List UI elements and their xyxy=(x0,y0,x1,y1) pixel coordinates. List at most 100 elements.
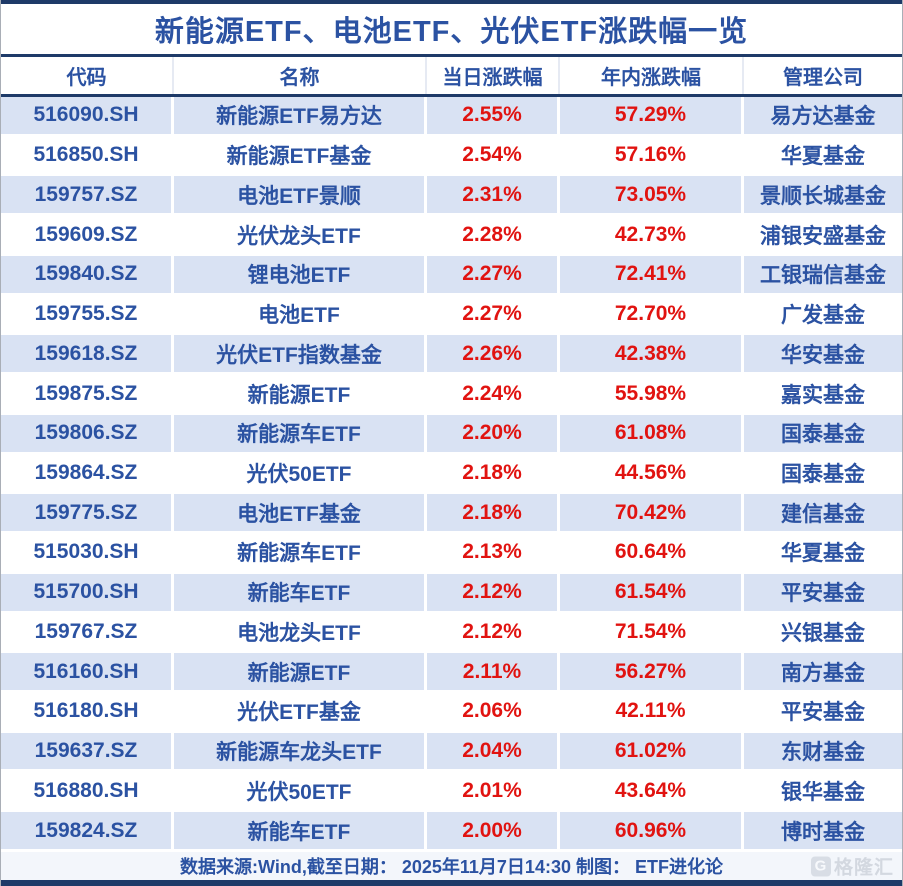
cell-ytd: 60.64% xyxy=(560,534,744,571)
cell-ytd: 61.02% xyxy=(560,732,744,770)
cell-daily: 2.01% xyxy=(427,772,560,810)
gelonghui-watermark-text: 格隆汇 xyxy=(833,857,894,879)
cell-company: 华夏基金 xyxy=(781,542,865,566)
cell-ytd: 61.08% xyxy=(560,414,744,452)
cell-ytd: 72.41% xyxy=(560,255,744,293)
title-band: 新能源ETF、电池ETF、光伏ETF涨跌幅一览 xyxy=(1,4,902,57)
cell-daily: 2.28% xyxy=(427,216,560,253)
table-row: 516850.SH 新能源ETF基金 2.54% 57.16% 华夏基金 xyxy=(1,136,902,177)
cell-code: 159824.SZ xyxy=(1,812,174,849)
cell-company: 平安基金 xyxy=(781,701,865,725)
cell-company: 易方达基金 xyxy=(770,105,876,129)
cell-code: 159609.SZ xyxy=(1,216,174,253)
table-row: 159875.SZ 新能源ETF 2.24% 55.98% 嘉实基金 xyxy=(1,375,902,415)
cell-code: 159840.SZ xyxy=(1,255,174,293)
cell-daily: 2.12% xyxy=(427,613,560,651)
cell-code: 159637.SZ xyxy=(1,732,174,770)
page-title: 新能源ETF、电池ETF、光伏ETF涨跌幅一览 xyxy=(154,16,749,48)
cell-name: 新能源车龙头ETF xyxy=(174,732,427,770)
cell-name: 光伏ETF指数基金 xyxy=(174,335,427,373)
footer-band: 数据来源:Wind,截至日期： 2025年11月7日14:30 制图： ETF进… xyxy=(1,852,902,880)
cell-daily: 2.06% xyxy=(427,693,560,730)
cell-name: 新能车ETF xyxy=(174,573,427,611)
cell-ytd: 57.16% xyxy=(560,136,744,174)
header-name: 名称 xyxy=(174,57,427,94)
cell-name: 新能源ETF基金 xyxy=(174,136,427,174)
cell-name: 光伏50ETF xyxy=(174,772,427,810)
cell-ytd: 71.54% xyxy=(560,613,744,651)
bottom-border-bar xyxy=(1,880,902,886)
cell-code: 159767.SZ xyxy=(1,613,174,651)
header-company: 管理公司 xyxy=(783,67,863,89)
table-row: 516090.SH 新能源ETF易方达 2.55% 57.29% 易方达基金 xyxy=(1,97,902,137)
cell-code: 159806.SZ xyxy=(1,414,174,452)
cell-daily: 2.24% xyxy=(427,375,560,412)
cell-code: 515700.SH xyxy=(1,573,174,611)
cell-company: 南方基金 xyxy=(781,661,865,685)
cell-name: 电池ETF xyxy=(174,295,427,333)
cell-daily: 2.26% xyxy=(427,335,560,373)
cell-daily: 2.27% xyxy=(427,255,560,293)
cell-name: 电池ETF景顺 xyxy=(174,176,427,214)
cell-ytd: 73.05% xyxy=(560,176,744,214)
cell-code: 515030.SH xyxy=(1,534,174,571)
gelonghui-watermark: G 格隆汇 xyxy=(810,853,894,880)
cell-daily: 2.54% xyxy=(427,136,560,174)
cell-code: 159618.SZ xyxy=(1,335,174,373)
table-row: 159637.SZ 新能源车龙头ETF 2.04% 61.02% 东财基金 xyxy=(1,732,902,773)
cell-code: 159864.SZ xyxy=(1,454,174,492)
cell-company: 景顺长城基金 xyxy=(760,184,886,208)
cell-company: 浦银安盛基金 xyxy=(760,224,886,248)
cell-ytd: 56.27% xyxy=(560,653,744,691)
cell-code: 159757.SZ xyxy=(1,176,174,214)
table-row: 159824.SZ 新能车ETF 2.00% 60.96% 博时基金 xyxy=(1,812,902,852)
cell-daily: 2.27% xyxy=(427,295,560,333)
cell-name: 新能源ETF xyxy=(174,653,427,691)
cell-code: 516160.SH xyxy=(1,653,174,691)
table-row: 159840.SZ 锂电池ETF 2.27% 72.41% 工银瑞信基金 xyxy=(1,255,902,296)
cell-company: 建信基金 xyxy=(781,502,865,526)
cell-company: 平安基金 xyxy=(781,582,865,606)
cell-name: 锂电池ETF xyxy=(174,255,427,293)
cell-code: 516850.SH xyxy=(1,136,174,174)
cell-company: 华安基金 xyxy=(781,343,865,367)
cell-company: 嘉实基金 xyxy=(781,383,865,407)
cell-ytd: 60.96% xyxy=(560,812,744,849)
cell-ytd: 44.56% xyxy=(560,454,744,492)
cell-daily: 2.11% xyxy=(427,653,560,691)
cell-name: 新能源车ETF xyxy=(174,534,427,571)
cell-code: 159875.SZ xyxy=(1,375,174,412)
header-daily: 当日涨跌幅 xyxy=(427,57,560,94)
cell-name: 光伏龙头ETF xyxy=(174,216,427,253)
cell-daily: 2.31% xyxy=(427,176,560,214)
cell-company: 工银瑞信基金 xyxy=(760,264,886,288)
cell-name: 新能源ETF易方达 xyxy=(174,97,427,134)
cell-name: 光伏ETF基金 xyxy=(174,693,427,730)
cell-name: 光伏50ETF xyxy=(174,454,427,492)
table-row: 516180.SH 光伏ETF基金 2.06% 42.11% 平安基金 xyxy=(1,693,902,733)
table-row: 159775.SZ 电池ETF基金 2.18% 70.42% 建信基金 xyxy=(1,494,902,535)
cell-company: 东财基金 xyxy=(781,741,865,765)
cell-company: 广发基金 xyxy=(781,304,865,328)
cell-ytd: 72.70% xyxy=(560,295,744,333)
cell-ytd: 42.11% xyxy=(560,693,744,730)
table-row: 516160.SH 新能源ETF 2.11% 56.27% 南方基金 xyxy=(1,653,902,694)
cell-company: 博时基金 xyxy=(781,820,865,844)
cell-ytd: 70.42% xyxy=(560,494,744,532)
table-row: 516880.SH 光伏50ETF 2.01% 43.64% 银华基金 xyxy=(1,772,902,813)
cell-daily: 2.12% xyxy=(427,573,560,611)
table-row: 515030.SH 新能源车ETF 2.13% 60.64% 华夏基金 xyxy=(1,534,902,574)
cell-daily: 2.04% xyxy=(427,732,560,770)
cell-name: 电池ETF基金 xyxy=(174,494,427,532)
table-body: 516090.SH 新能源ETF易方达 2.55% 57.29% 易方达基金 516850… xyxy=(1,97,902,852)
cell-name: 电池龙头ETF xyxy=(174,613,427,651)
cell-name: 新能车ETF xyxy=(174,812,427,849)
top-border-bar xyxy=(1,0,902,4)
cell-company: 银华基金 xyxy=(781,780,865,804)
cell-name: 新能源ETF xyxy=(174,375,427,412)
table-row: 159767.SZ 电池龙头ETF 2.12% 71.54% 兴银基金 xyxy=(1,613,902,654)
table-row: 159755.SZ 电池ETF 2.27% 72.70% 广发基金 xyxy=(1,295,902,336)
footer-source-note: 数据来源:Wind,截至日期： 2025年11月7日14:30 制图： ETF进… xyxy=(180,857,723,877)
cell-daily: 2.13% xyxy=(427,534,560,571)
